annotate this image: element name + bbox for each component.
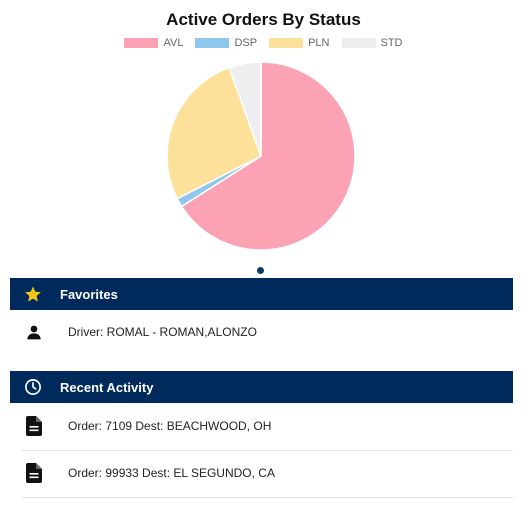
legend-item-std[interactable]: STD: [341, 37, 403, 49]
favorites-header: Favorites: [10, 278, 513, 310]
favorite-item-text: Driver: ROMAL - ROMAN,ALONZO: [68, 325, 257, 339]
pie-slice-std[interactable]: [228, 61, 262, 157]
recent-activity-item[interactable]: Order: 99933 Dest: EL SEGUNDO, CA: [22, 458, 513, 488]
legend-swatch-dsp: [195, 38, 230, 48]
legend-label-dsp: DSP: [234, 37, 258, 49]
legend-item-pln[interactable]: PLN: [269, 37, 330, 49]
legend-label-avl: AVL: [163, 37, 184, 49]
person-icon: [22, 324, 46, 340]
recent-activity-header: Recent Activity: [10, 371, 513, 403]
legend-swatch-pln: [269, 38, 304, 48]
list-divider: [22, 497, 513, 498]
favorites-title: Favorites: [60, 286, 118, 302]
pie-chart: [166, 61, 356, 251]
legend-swatch-avl: [124, 38, 159, 48]
recent-activity-title: Recent Activity: [60, 379, 154, 395]
document-icon: [22, 463, 46, 483]
chart-legend: AVL DSP PLN STD: [0, 37, 527, 49]
pie-slice-pln[interactable]: [166, 66, 262, 200]
recent-activity-item-text: Order: 7109 Dest: BEACHWOOD, OH: [68, 419, 272, 433]
legend-item-avl[interactable]: AVL: [124, 37, 183, 49]
favorite-item[interactable]: Driver: ROMAL - ROMAN,ALONZO: [22, 318, 513, 346]
legend-label-std: STD: [380, 37, 403, 49]
chart-title: Active Orders By Status: [166, 10, 361, 29]
pie-slice-avl[interactable]: [180, 61, 356, 251]
legend-item-dsp[interactable]: DSP: [195, 37, 257, 49]
recent-activity-item-text: Order: 99933 Dest: EL SEGUNDO, CA: [68, 466, 275, 480]
legend-label-pln: PLN: [308, 37, 330, 49]
carousel-page-indicator[interactable]: [257, 267, 264, 274]
legend-swatch-std: [341, 38, 376, 48]
document-icon: [22, 416, 46, 436]
recent-activity-item[interactable]: Order: 7109 Dest: BEACHWOOD, OH: [22, 411, 513, 441]
list-divider: [22, 450, 513, 451]
clock-icon: [10, 378, 56, 396]
star-icon: [10, 285, 56, 303]
